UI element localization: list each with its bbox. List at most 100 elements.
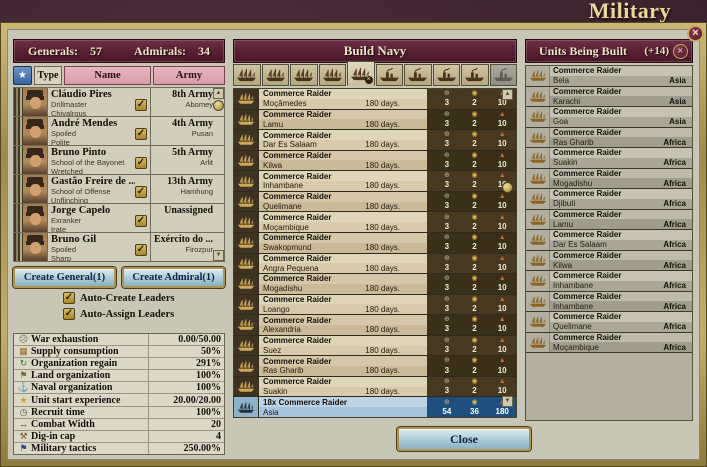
- general-row[interactable]: Jorge Capelo Exranker Irate ✓ Unassigned: [13, 203, 225, 233]
- panel-close-icon[interactable]: ×: [673, 43, 688, 59]
- stat-value: 4: [148, 430, 224, 442]
- create-admiral-button[interactable]: Create Admiral(1): [122, 267, 225, 288]
- supplies-value: 3: [444, 242, 450, 252]
- star-filter-button[interactable]: ★: [13, 66, 32, 85]
- build-queue-row[interactable]: Commerce Raider Dar Es Salaam 180 days. …: [234, 130, 516, 151]
- unit-built-row[interactable]: Commerce Raider Dar Es Salaam Africa: [526, 230, 692, 251]
- build-queue-row[interactable]: Commerce Raider Mogadishu 180 days. ⊕ 3 ◉…: [234, 274, 516, 295]
- build-queue-row[interactable]: Commerce Raider Lamu 180 days. ⊕ 3 ◉ 2 ▲ 10: [234, 109, 516, 131]
- cost-value: 2: [472, 159, 477, 169]
- build-queue-row[interactable]: Commerce Raider Swakopmund 180 days. ⊕ 3 …: [234, 232, 516, 254]
- cost-icon: ◉: [471, 295, 478, 303]
- leader-active-checkbox[interactable]: ✓: [135, 215, 147, 227]
- stat-value: 0.00/50.00: [148, 334, 224, 346]
- leader-portrait: [23, 204, 48, 232]
- general-row[interactable]: Bruno Pinto School of the Bayonet Wretch…: [13, 145, 225, 175]
- create-general-button[interactable]: Create General(1): [13, 267, 116, 288]
- build-queue-row[interactable]: Commerce Raider Alexandria 180 days. ⊕ 3 …: [234, 315, 516, 336]
- unit-built-row[interactable]: Commerce Raider Lamu Africa: [526, 209, 692, 230]
- unit-built-row[interactable]: Commerce Raider Kilwa Africa: [526, 250, 692, 271]
- build-days-remaining: 180 days.: [365, 140, 400, 150]
- close-icon[interactable]: ×: [687, 25, 704, 42]
- manpower-icon: ▲: [498, 254, 506, 262]
- supplies-icon: ⊕: [443, 316, 450, 324]
- stat-icon: ↔: [19, 419, 28, 430]
- stat-row: ⚑ Land organization 100%: [14, 370, 224, 383]
- leader-active-checkbox[interactable]: ✓: [135, 244, 147, 256]
- leader-active-checkbox[interactable]: ✓: [135, 157, 147, 169]
- auto-create-checkbox[interactable]: ✓: [63, 292, 75, 304]
- unit-built-row[interactable]: Commerce Raider Inhambane Africa: [526, 271, 692, 292]
- unit-built-row[interactable]: Commerce Raider Mogadishu Africa: [526, 168, 692, 189]
- stat-row: ⚒ Dig-in cap 4: [14, 430, 224, 443]
- build-queue-row[interactable]: Commerce Raider Ras Gharib 180 days. ⊕ 3 …: [234, 356, 516, 377]
- close-button[interactable]: Close: [397, 427, 531, 451]
- auto-assign-checkbox[interactable]: ✓: [63, 308, 75, 320]
- build-queue-row[interactable]: Commerce Raider Inhambane 180 days. ⊕ 3 ◉…: [234, 171, 516, 192]
- cost-value: 2: [472, 201, 477, 211]
- steam-ship-icon: [407, 68, 428, 82]
- unit-built-row[interactable]: Commerce Raider Bela Asia: [526, 66, 692, 87]
- supplies-value: 3: [444, 221, 450, 231]
- unit-name: Commerce Raider: [550, 230, 692, 240]
- supplies-icon: ⊕: [443, 295, 450, 303]
- queue-scroll-thumb[interactable]: [502, 182, 513, 193]
- build-region: Asia: [669, 76, 686, 86]
- sort-name-header[interactable]: Name: [64, 66, 151, 85]
- ship-icon: [529, 151, 547, 164]
- steam-ship-icon: [464, 68, 485, 82]
- queue-scroll-up-icon[interactable]: ▲: [502, 89, 513, 100]
- units-built-title: Units Being Built: [539, 43, 628, 58]
- general-background-trait: Drillmaster: [51, 100, 87, 109]
- generals-scroll-thumb[interactable]: [213, 100, 224, 111]
- leader-active-checkbox[interactable]: ✓: [135, 99, 147, 111]
- build-queue-row[interactable]: Commerce Raider Angra Pequena 180 days. …: [234, 253, 516, 275]
- general-row[interactable]: André Mendes Spoiled Polite ✓ 4th Army P…: [13, 116, 225, 146]
- build-queue-row[interactable]: Commerce Raider Suez 180 days. ⊕ 3 ◉ 2 ▲ 10: [234, 335, 516, 357]
- build-location: Bela: [553, 76, 570, 86]
- build-queue-row[interactable]: 18x Commerce Raider Asia ⊕54 ◉36 ▲180: [234, 397, 516, 417]
- unit-built-row[interactable]: Commerce Raider Ras Gharib Africa: [526, 127, 692, 148]
- general-row[interactable]: Gastão Freire de ... School of Offense U…: [13, 174, 225, 204]
- supplies-value: 3: [444, 139, 450, 149]
- sort-type-button[interactable]: Type: [34, 66, 62, 85]
- unit-built-row[interactable]: Commerce Raider Karachi Asia: [526, 86, 692, 107]
- supplies-icon: ⊕: [443, 234, 450, 242]
- leader-active-checkbox[interactable]: ✓: [135, 186, 147, 198]
- build-queue-row[interactable]: Commerce Raider Moçâmedes 180 days. ⊕ 3 ◉…: [234, 89, 516, 110]
- build-queue-row[interactable]: Commerce Raider Moçambique 180 days. ⊕ 3 …: [234, 212, 516, 233]
- unit-built-row[interactable]: Commerce Raider Moçambique Africa: [526, 332, 692, 353]
- build-days-remaining: 180 days.: [365, 99, 400, 109]
- general-row[interactable]: Cláudio Pires Drillmaster Chivalrous ✓ 8…: [13, 87, 225, 117]
- general-row[interactable]: Bruno Gil Spoiled Sharp ✓ Exército do ..…: [13, 232, 225, 262]
- build-queue-row[interactable]: Commerce Raider Suakin 180 days. ⊕ 3 ◉ 2 ▲…: [234, 376, 516, 398]
- steam-ship-icon: [436, 68, 457, 82]
- unit-built-row[interactable]: Commerce Raider Quelimane Africa: [526, 312, 692, 333]
- queue-scroll-down-icon[interactable]: ▼: [502, 396, 513, 407]
- ship-icon: [529, 110, 547, 123]
- unit-built-row[interactable]: Commerce Raider Inhambane Africa: [526, 291, 692, 312]
- build-queue-row[interactable]: Commerce Raider Quelimane 180 days. ⊕ 3 ◉…: [234, 191, 516, 213]
- manpower-value: 10: [497, 344, 507, 354]
- generals-scroll-down-icon[interactable]: ▼: [213, 250, 224, 261]
- general-personality-trait: Irate: [51, 225, 67, 232]
- supplies-icon: ⊕: [443, 254, 450, 262]
- sail-ship-icon: [322, 68, 343, 82]
- generals-scroll-up-icon[interactable]: ▲: [213, 88, 224, 99]
- build-location: Dar Es Salaam: [553, 240, 607, 250]
- build-queue-row[interactable]: Commerce Raider Loango 180 days. ⊕ 3 ◉ 2 ▲…: [234, 294, 516, 316]
- sort-army-header[interactable]: Army: [153, 66, 225, 85]
- stat-row: ◷ Recruit time 100%: [14, 406, 224, 419]
- build-location: Goa: [553, 117, 569, 127]
- manpower-value: 10: [497, 303, 507, 313]
- unit-built-row[interactable]: Commerce Raider Goa Asia: [526, 107, 692, 128]
- supplies-icon: ⊕: [443, 213, 450, 221]
- unit-name: Commerce Raider: [550, 312, 692, 322]
- supplies-value: 3: [444, 386, 450, 396]
- unit-built-row[interactable]: Commerce Raider Djibuti Africa: [526, 189, 692, 210]
- unit-built-row[interactable]: Commerce Raider Suakin Africa: [526, 148, 692, 169]
- leader-active-checkbox[interactable]: ✓: [135, 128, 147, 140]
- build-queue-row[interactable]: Commerce Raider Kilwa 180 days. ⊕ 3 ◉ 2 ▲ 1…: [234, 150, 516, 172]
- general-name: André Mendes: [51, 118, 118, 129]
- units-built-list: Commerce Raider Bela Asia Commerce Raide…: [526, 66, 692, 353]
